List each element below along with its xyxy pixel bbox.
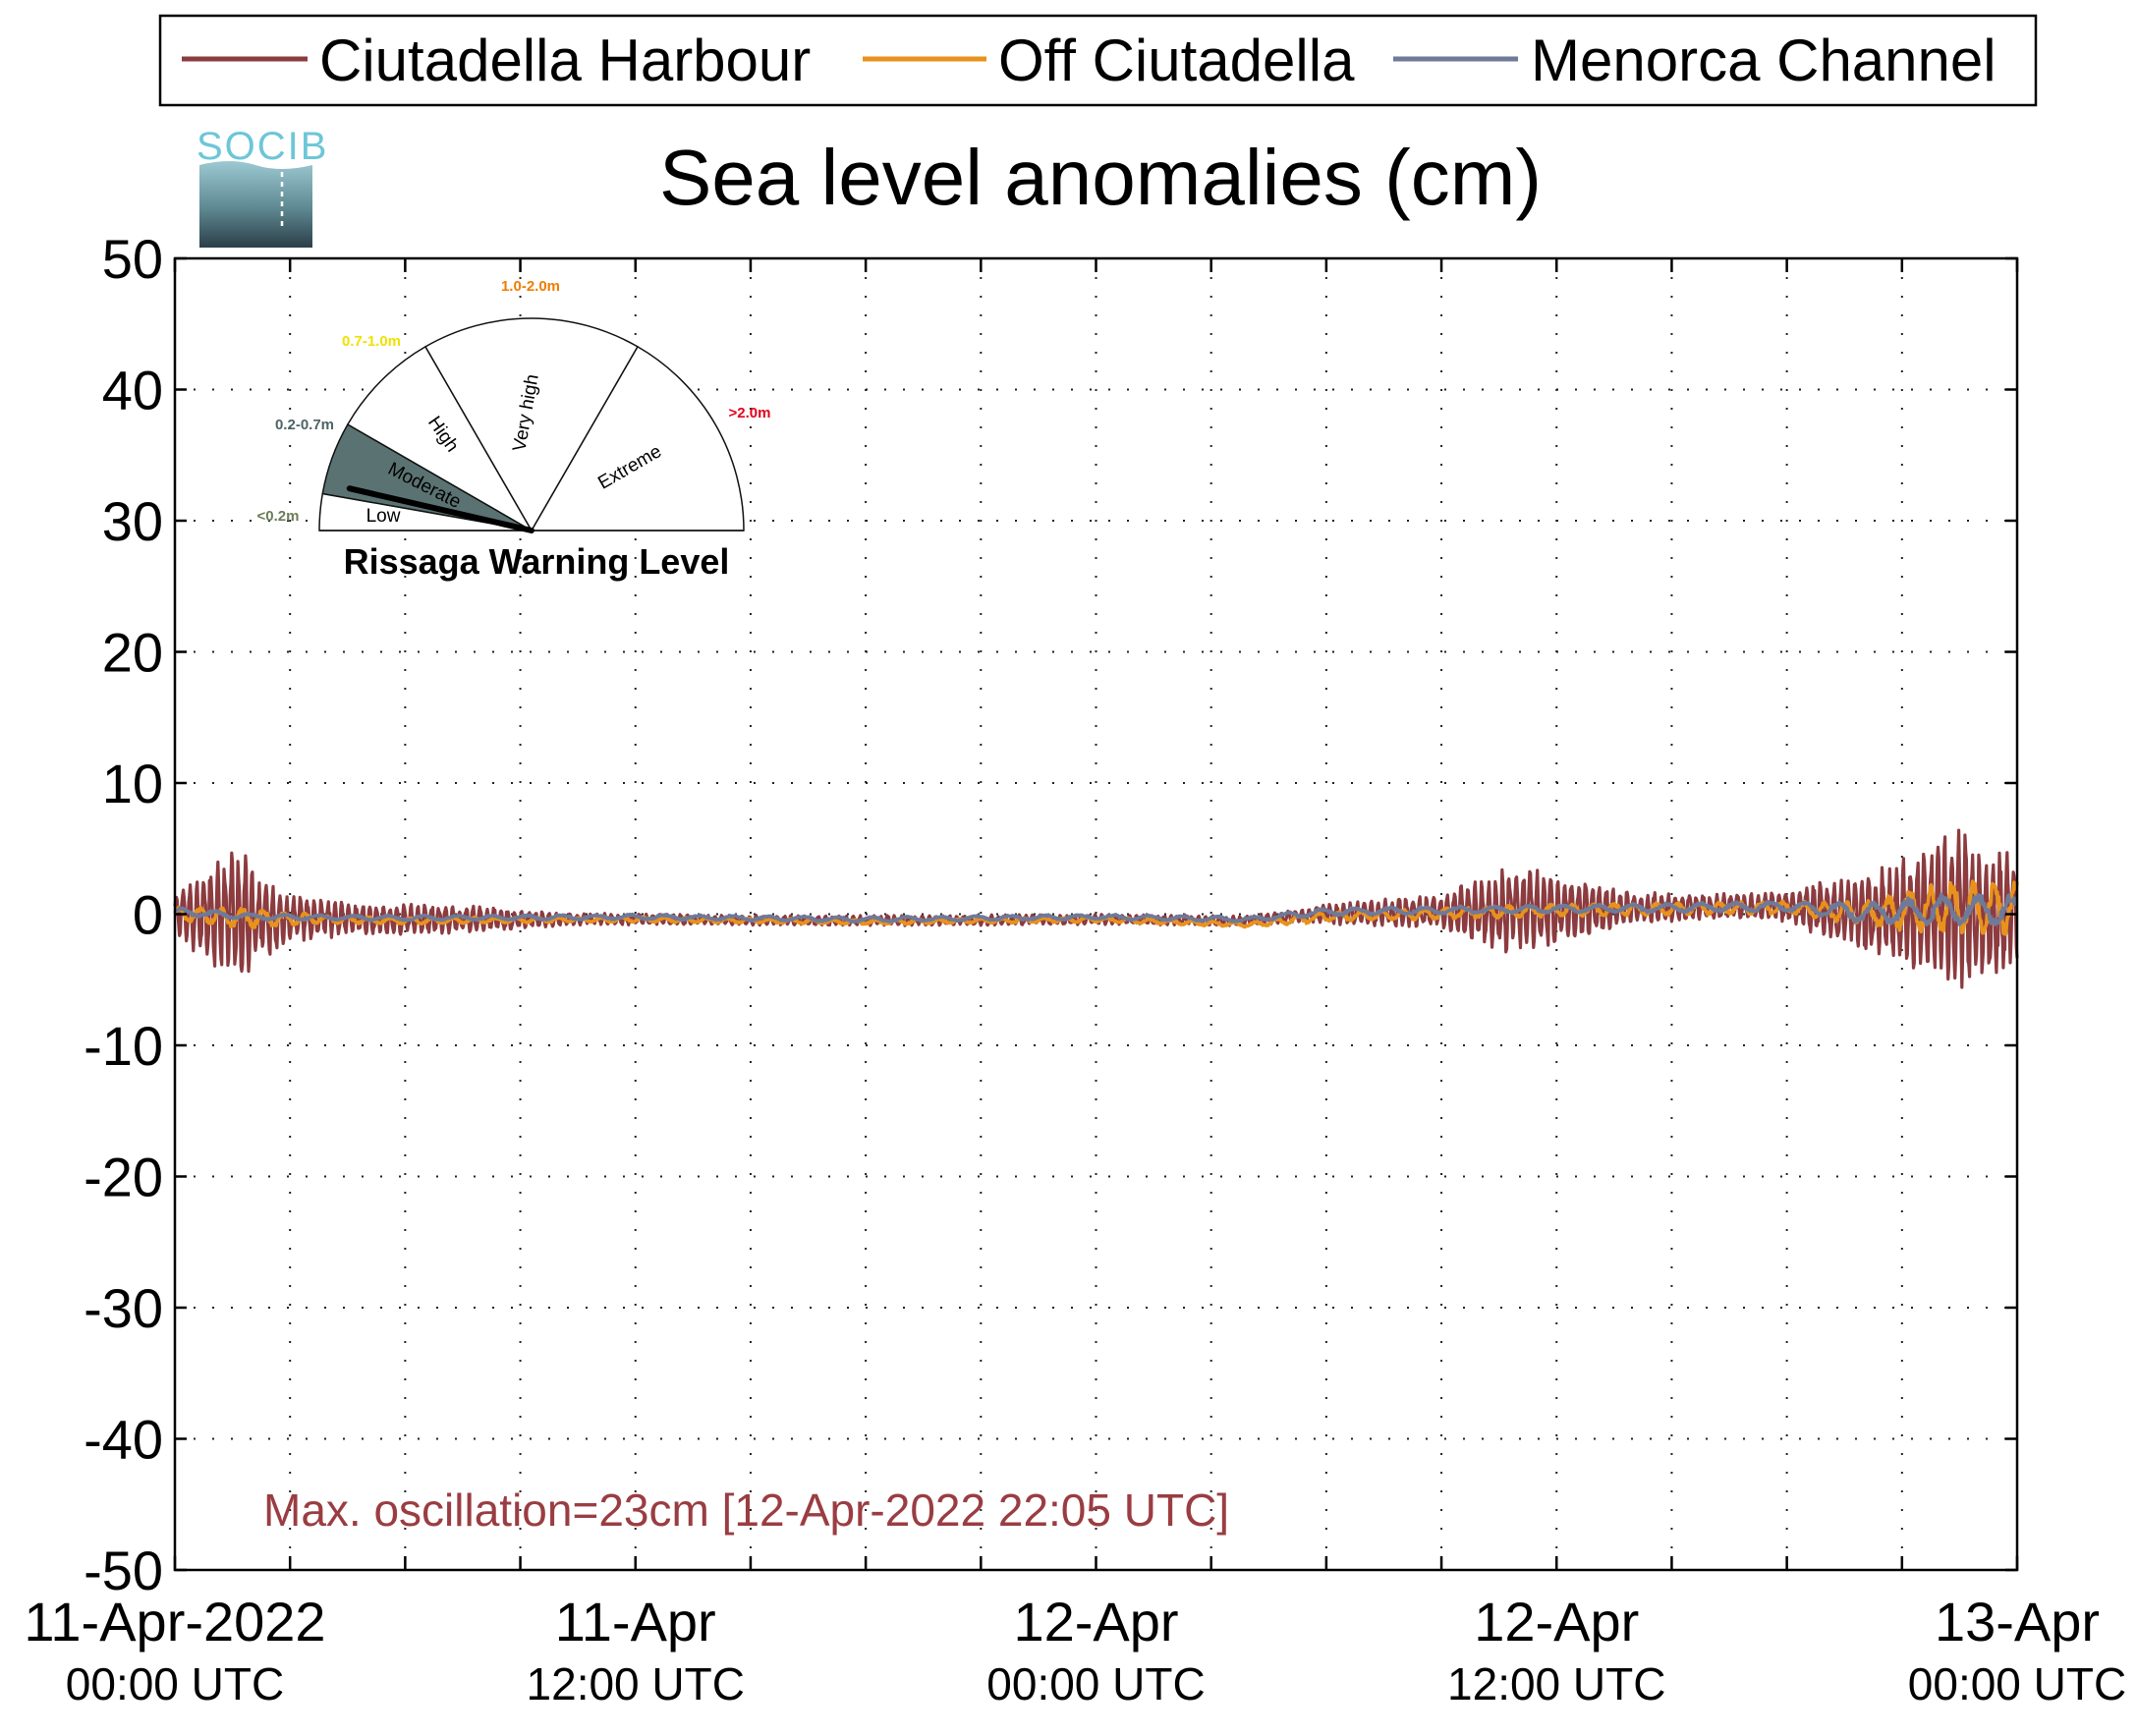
x-tick-label-date: 11-Apr — [555, 1591, 716, 1652]
max-oscillation-annotation: Max. oscillation=23cm [12-Apr-2022 22:05… — [263, 1484, 1229, 1536]
legend-label-menorca-channel: Menorca Channel — [1531, 28, 1996, 93]
x-tick-label-time: 12:00 UTC — [1447, 1658, 1665, 1709]
socib-logo-wave — [199, 161, 312, 248]
gauge-title: Rissaga Warning Level — [344, 541, 730, 582]
y-tick-label: -40 — [84, 1409, 163, 1471]
y-tick-label: -20 — [84, 1147, 163, 1208]
gauge-sector-extreme — [530, 345, 745, 532]
x-tick-label-date: 13-Apr — [1935, 1591, 2100, 1652]
gauge-range-label: >2.0m — [729, 405, 771, 421]
legend-label-ciutadella-harbour: Ciutadella Harbour — [319, 28, 811, 93]
socib-logo: SOCIB — [197, 125, 328, 248]
y-tick-label: 0 — [133, 884, 163, 946]
gauge-range-label: 0.7-1.0m — [342, 333, 401, 350]
y-tick-label: 30 — [102, 490, 163, 552]
y-tick-label: -50 — [84, 1540, 163, 1601]
x-tick-label-time: 00:00 UTC — [986, 1658, 1205, 1709]
x-tick-label-time: 00:00 UTC — [1908, 1658, 2126, 1709]
gauge-sector-label: Low — [366, 506, 401, 527]
gauge-sector-very-high — [423, 317, 640, 532]
plot-area — [173, 256, 2019, 1572]
x-tick-label-date: 12-Apr — [1013, 1591, 1178, 1652]
gauge-range-label: 1.0-2.0m — [501, 278, 560, 295]
y-tick-label: 20 — [102, 622, 163, 684]
x-tick-label-date: 11-Apr-2022 — [24, 1591, 325, 1652]
socib-logo-text: SOCIB — [197, 125, 328, 168]
legend-label-off-ciutadella: Off Ciutadella — [998, 28, 1355, 93]
y-tick-label: -30 — [84, 1277, 163, 1339]
x-axis: 11-Apr-2022 00:00 UTC 11-Apr 12:00 UTC 12-Ap… — [24, 258, 2126, 1709]
gauge-range-label: 0.2-0.7m — [275, 417, 334, 433]
legend-box — [158, 14, 2038, 107]
y-tick-label: 10 — [102, 753, 163, 814]
gauge-needle — [346, 485, 534, 533]
x-tick-label-time: 00:00 UTC — [66, 1658, 284, 1709]
gauge-sector-high — [346, 345, 534, 533]
y-tick-label: -10 — [84, 1015, 163, 1077]
y-tick-label: 50 — [102, 228, 163, 290]
x-tick-label-date: 12-Apr — [1474, 1591, 1639, 1652]
x-tick-label-time: 12:00 UTC — [527, 1658, 745, 1709]
legend: Ciutadella Harbour Off Ciutadella Menorc… — [158, 14, 2038, 107]
gauge-range-label: <0.2m — [257, 508, 300, 525]
y-tick-label: 40 — [102, 360, 163, 421]
y-axis: 50 40 30 20 10 0 -10 -20 -30 -40 -50 — [84, 228, 2017, 1601]
chart-title: Sea level anomalies (cm) — [659, 134, 1542, 221]
series-line-menorca-channel — [174, 892, 2018, 926]
